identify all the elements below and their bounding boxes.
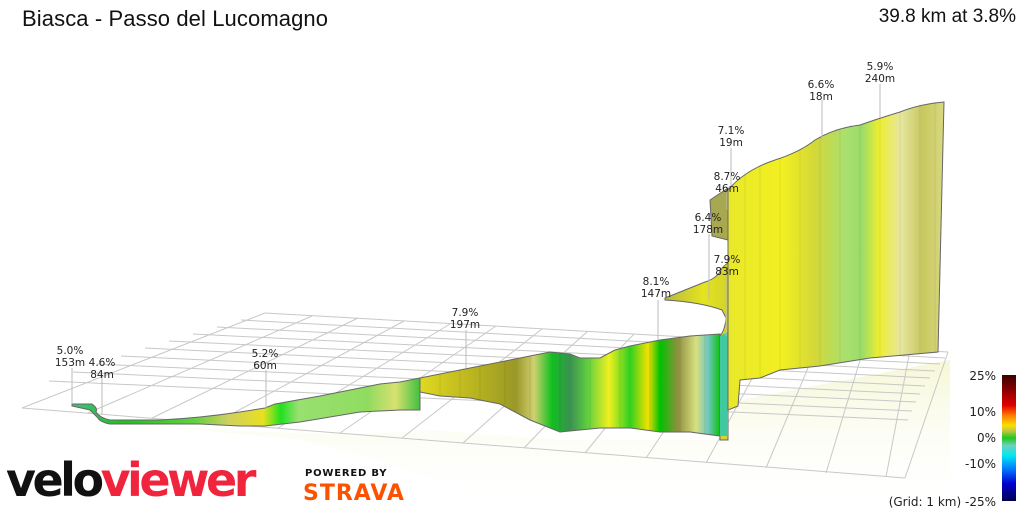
annotation-3: 5.2%60m [252, 348, 279, 372]
annotation-2: 4.6%84m [89, 357, 116, 381]
svg-text:46m: 46m [715, 183, 739, 195]
svg-text:83m: 83m [715, 266, 739, 278]
annotation-5: 8.1%147m [641, 276, 671, 300]
svg-text:6.4%: 6.4% [695, 212, 722, 224]
svg-text:7.9%: 7.9% [714, 254, 741, 266]
annotation-leaders [71, 84, 881, 414]
legend-tick-25: 25% [969, 369, 996, 383]
logo-viewer-text: viewer [100, 453, 257, 507]
annotation-1: 5.0%153m [55, 345, 85, 369]
route-title: Biasca - Passo del Lucomagno [22, 6, 329, 31]
annotation-4: 7.9%197m [450, 307, 480, 331]
svg-text:4.6%: 4.6% [89, 357, 116, 369]
ground-reflection [100, 360, 950, 512]
svg-text:7.1%: 7.1% [718, 125, 745, 137]
profile-section-lower [71, 377, 421, 427]
svg-text:178m: 178m [693, 224, 723, 236]
profile-section-switchbacks [664, 187, 743, 441]
veloviewer-logo[interactable]: veloviewer [6, 453, 257, 507]
svg-text:5.9%: 5.9% [867, 61, 894, 73]
svg-text:7.9%: 7.9% [452, 307, 479, 319]
legend-tick-10: 10% [969, 405, 996, 419]
svg-text:84m: 84m [90, 369, 114, 381]
svg-text:153m: 153m [55, 357, 85, 369]
annotation-6: 7.9%83m [714, 254, 741, 278]
profile-section-upper [727, 101, 945, 411]
annotation-8: 8.7%46m [714, 171, 741, 195]
svg-text:8.7%: 8.7% [714, 171, 741, 183]
legend-tick-minus10: -10% [964, 457, 996, 471]
powered-by-label: POWERED BY [305, 468, 388, 479]
svg-text:5.2%: 5.2% [252, 348, 279, 360]
svg-text:8.1%: 8.1% [643, 276, 670, 288]
annotation-11: 5.9%240m [865, 61, 895, 85]
legend-grid-note: (Grid: 1 km) -25% [888, 495, 996, 509]
route-summary: 39.8 km at 3.8% [878, 6, 1016, 27]
logo-velo-text: velo [6, 453, 104, 507]
svg-text:240m: 240m [865, 73, 895, 85]
svg-text:197m: 197m [450, 319, 480, 331]
svg-text:19m: 19m [719, 137, 743, 149]
annotation-10: 6.6%18m [808, 79, 835, 103]
gradient-annotations: 5.0%153m 4.6%84m 5.2%60m 7.9%197m 8.1%14… [55, 61, 895, 381]
profile-section-middle [419, 333, 721, 437]
annotation-9: 7.1%19m [718, 125, 745, 149]
legend-tick-0: 0% [976, 431, 996, 445]
svg-text:147m: 147m [641, 288, 671, 300]
svg-text:5.0%: 5.0% [57, 345, 84, 357]
svg-text:6.6%: 6.6% [808, 79, 835, 91]
gradient-color-scale [1002, 375, 1016, 501]
svg-text:18m: 18m [809, 91, 833, 103]
strava-logo[interactable]: STRAVA [303, 481, 405, 506]
svg-text:60m: 60m [253, 360, 277, 372]
annotation-7: 6.4%178m [693, 212, 723, 236]
